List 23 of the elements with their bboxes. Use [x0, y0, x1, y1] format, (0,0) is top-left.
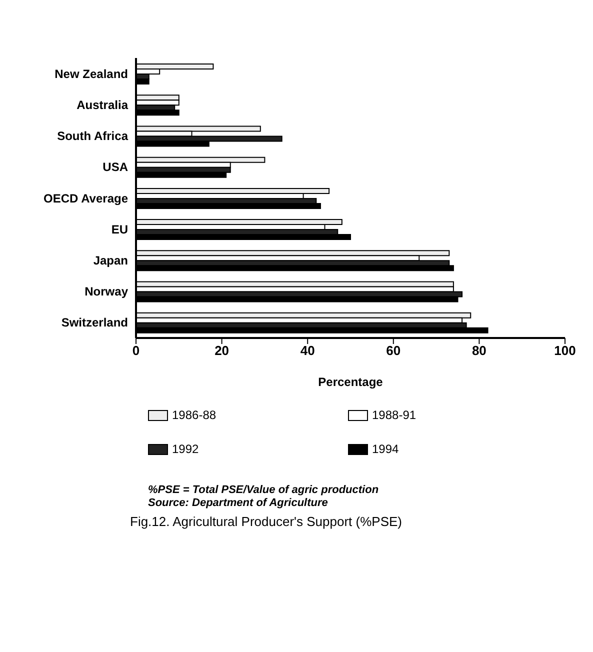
y-tick-label: Switzerland: [61, 316, 128, 330]
y-tick-label: USA: [102, 160, 128, 174]
x-tick-label: 40: [300, 343, 315, 358]
y-tick-label: Norway: [84, 284, 128, 299]
y-tick-label: OECD Average: [44, 191, 128, 206]
legend-label: 1992: [172, 442, 199, 456]
y-tick-label: South Africa: [57, 129, 128, 144]
source-note: Source: Department of Agriculture: [148, 497, 329, 510]
x-tick-label: 100: [554, 343, 576, 358]
y-tick-label: EU: [111, 222, 128, 236]
legend-label: 1994: [372, 442, 399, 456]
x-tick-label: 80: [472, 343, 486, 358]
legend-label: 1986-88: [172, 408, 216, 422]
text: Fig.12. Agricultural Producer's Support (%PSE): [130, 514, 403, 529]
text: %PSE = Total PSE/Value of agric production: [148, 484, 380, 497]
x-tick-label: 0: [132, 343, 140, 358]
x-axis-title: Percentage: [318, 375, 384, 389]
y-tick-label: Australia: [76, 98, 128, 112]
y-tick-label: Japan: [93, 253, 128, 268]
x-tick-label: 60: [386, 343, 401, 358]
legend-label: 1988-91: [372, 408, 416, 422]
x-tick-label: 20: [214, 343, 230, 358]
y-tick-label: New Zealand: [54, 66, 128, 81]
